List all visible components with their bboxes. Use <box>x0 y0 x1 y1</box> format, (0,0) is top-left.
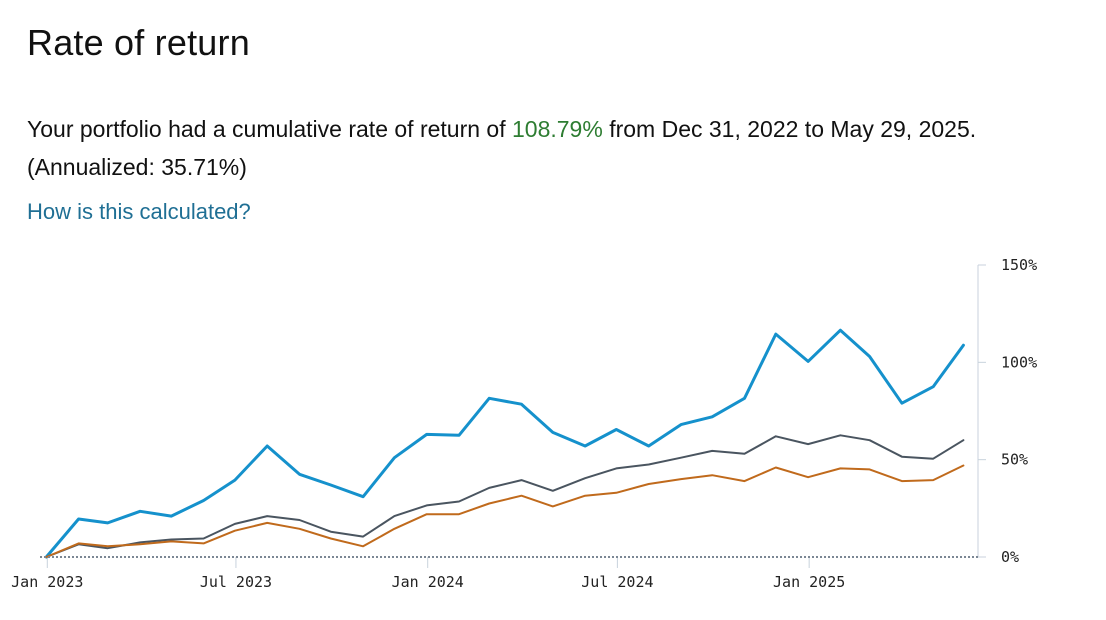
how-calculated-link[interactable]: How is this calculated? <box>27 199 251 225</box>
y-tick-label: 150% <box>1001 256 1037 274</box>
x-tick-label: Jan 2024 <box>392 573 464 591</box>
cumulative-return-value: 108.79% <box>512 116 603 142</box>
y-tick-label: 100% <box>1001 353 1037 371</box>
y-tick-label: 50% <box>1001 451 1028 469</box>
x-tick-label: Jul 2023 <box>200 573 272 591</box>
plot-area: 0% 50% 100% 150% Jan 2023 Jul 2023 Jan 2024 Jul… <box>11 256 1037 591</box>
x-tick-label: Jan 2023 <box>11 573 83 591</box>
x-tick-label: Jul 2024 <box>581 573 653 591</box>
return-summary: Your portfolio had a cumulative rate of … <box>27 110 1067 186</box>
x-tick-label: Jan 2025 <box>773 573 845 591</box>
series-line-2 <box>46 435 963 557</box>
summary-prefix: Your portfolio had a cumulative rate of … <box>27 116 512 142</box>
series-line-1 <box>46 330 963 557</box>
y-tick-label: 0% <box>1001 548 1019 566</box>
rate-of-return-chart: 0% 50% 100% 150% Jan 2023 Jul 2023 Jan 2024 Jul… <box>0 240 1106 620</box>
page-title: Rate of return <box>27 22 250 64</box>
